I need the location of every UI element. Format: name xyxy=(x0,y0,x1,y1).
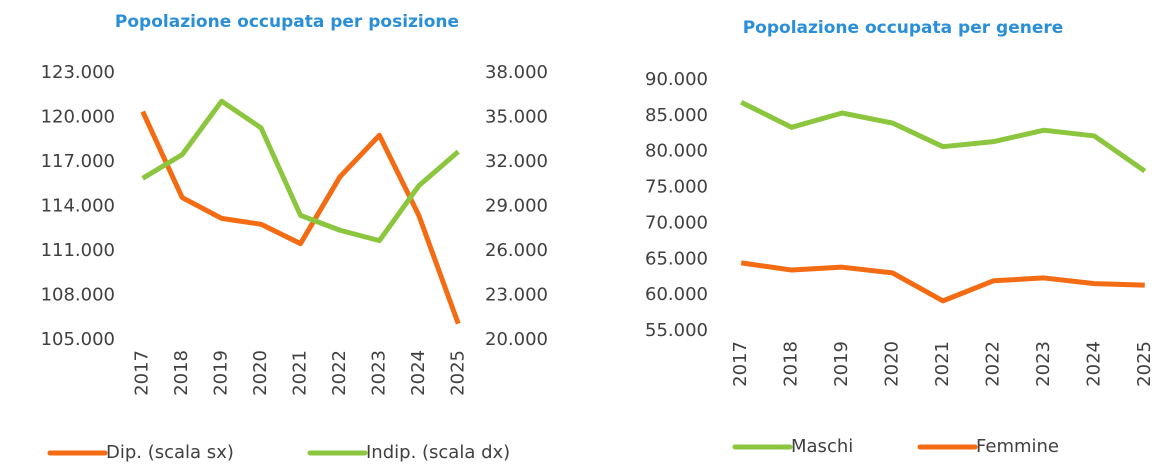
x-tick-label: 2021 xyxy=(932,341,953,387)
y-tick-label: 114.000 xyxy=(41,196,115,217)
y2-tick-label: 29.000 xyxy=(485,196,548,217)
legend-label: Maschi xyxy=(791,436,853,457)
x-tick-label: 2025 xyxy=(447,350,468,396)
y-tick-label: 55.000 xyxy=(645,320,708,341)
line-series xyxy=(740,260,1145,304)
chart-title: Popolazione occupata per posizione xyxy=(115,12,459,32)
x-tick-label: 2022 xyxy=(982,341,1003,387)
y-tick-label: 105.000 xyxy=(41,329,115,350)
y-tick-label: 120.000 xyxy=(41,107,115,128)
x-tick-label: 2018 xyxy=(781,341,802,387)
y2-tick-label: 32.000 xyxy=(485,151,548,172)
y-tick-label: 111.000 xyxy=(41,240,115,261)
y2-tick-label: 35.000 xyxy=(485,107,548,128)
y-tick-label: 75.000 xyxy=(645,177,708,198)
x-tick-label: 2020 xyxy=(882,341,903,387)
y-tick-label: 70.000 xyxy=(645,212,708,233)
y2-tick-label: 26.000 xyxy=(485,240,548,261)
line-series xyxy=(141,98,460,244)
y-tick-label: 108.000 xyxy=(41,285,115,306)
y-tick-label: 85.000 xyxy=(645,105,708,126)
x-tick-label: 2025 xyxy=(1134,341,1155,387)
line-series xyxy=(740,99,1147,174)
x-tick-label: 2018 xyxy=(171,350,192,396)
line-series xyxy=(140,110,461,325)
x-tick-label: 2017 xyxy=(132,350,153,396)
y-tick-label: 117.000 xyxy=(41,151,115,172)
y-tick-label: 65.000 xyxy=(645,248,708,269)
x-tick-label: 2017 xyxy=(730,341,751,387)
x-tick-label: 2019 xyxy=(211,350,232,396)
y-tick-label: 80.000 xyxy=(645,141,708,162)
x-tick-label: 2019 xyxy=(831,341,852,387)
x-tick-label: 2022 xyxy=(329,350,350,396)
x-tick-label: 2023 xyxy=(1033,341,1054,387)
y-tick-label: 60.000 xyxy=(645,284,708,305)
x-tick-label: 2024 xyxy=(1083,341,1104,387)
y-tick-label: 123.000 xyxy=(41,62,115,83)
y2-tick-label: 23.000 xyxy=(485,285,548,306)
x-tick-label: 2021 xyxy=(290,350,311,396)
y2-tick-label: 38.000 xyxy=(485,62,548,83)
x-tick-label: 2020 xyxy=(250,350,271,396)
legend-label: Dip. (scala sx) xyxy=(106,442,234,463)
x-tick-label: 2024 xyxy=(408,350,429,396)
y-tick-label: 90.000 xyxy=(645,69,708,90)
x-tick-label: 2023 xyxy=(368,350,389,396)
y2-tick-label: 20.000 xyxy=(485,329,548,350)
chart-title: Popolazione occupata per genere xyxy=(743,18,1064,38)
legend-label: Indip. (scala dx) xyxy=(366,442,510,463)
legend-label: Femmine xyxy=(976,436,1059,457)
